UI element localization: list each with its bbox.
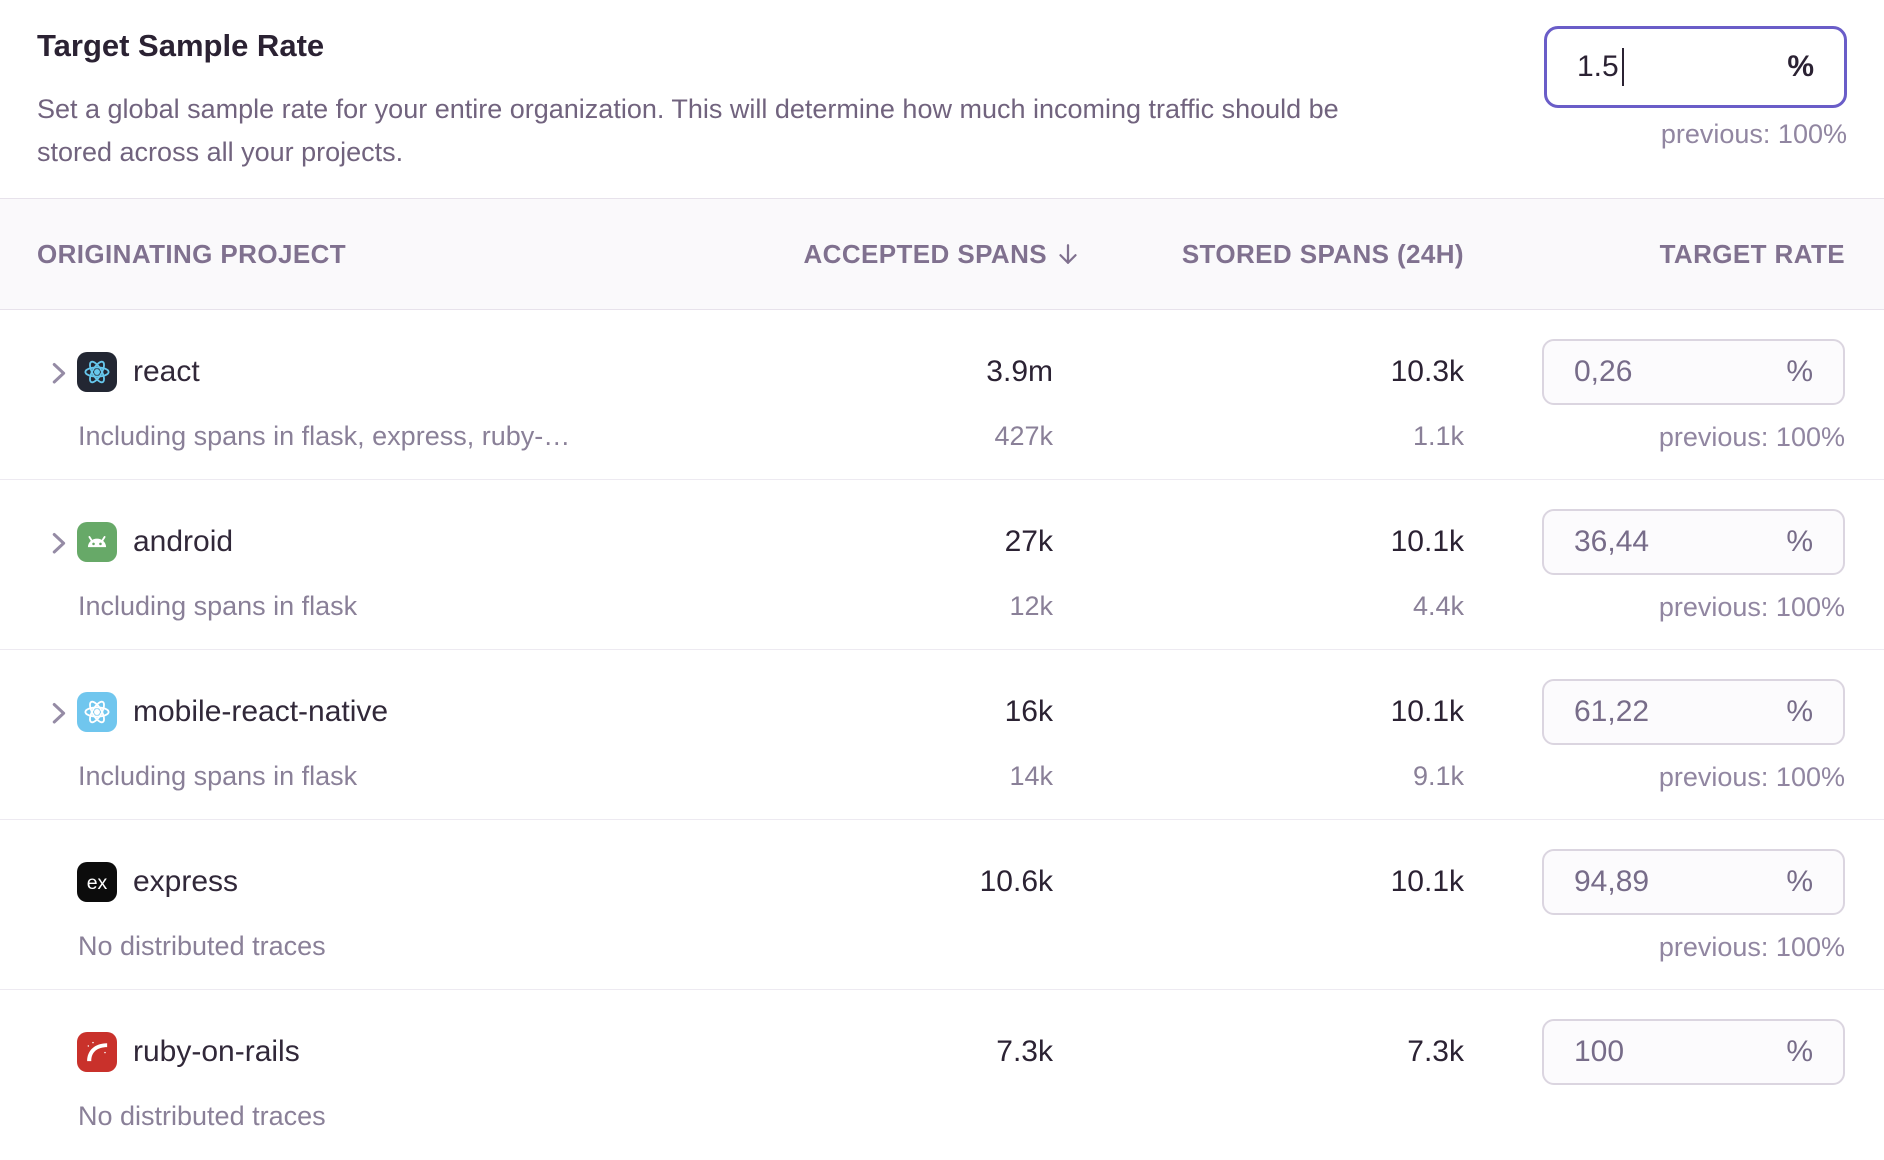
target-rate-input[interactable]: 100 % [1542,1019,1845,1085]
target-sample-rate-section: Target Sample Rate Set a global sample r… [0,0,1884,198]
percent-suffix: % [1786,1035,1813,1068]
table-row: ruby-on-rails No distributed traces 7.3k… [0,990,1884,1160]
target-rate-input[interactable]: 61,22 % [1542,679,1845,745]
project-subtext: Including spans in flask [78,761,358,791]
stored-spans-cell: 10.1k 4.4k [1053,480,1464,649]
target-rate-cell: 36,44 % previous: 100% [1464,480,1845,649]
project-subtext: No distributed traces [78,1101,326,1131]
stored-spans-subvalue: 9.1k [1412,761,1464,791]
target-rate-value: 61,22 [1574,695,1650,728]
stored-spans-cell: 10.1k 9.1k [1053,650,1464,819]
accepted-spans-value: 27k [1004,525,1053,558]
target-rate-input[interactable]: 36,44 % [1542,509,1845,575]
text-cursor [1621,48,1624,86]
column-header-originating-project[interactable]: ORIGINATING PROJECT [37,238,347,269]
expand-chevron-icon[interactable] [43,527,73,557]
target-rate-input[interactable]: 94,89 % [1542,849,1845,915]
percent-suffix: % [1786,695,1813,728]
target-rate-value: 36,44 [1574,525,1650,558]
react-native-icon [77,692,117,732]
table-body: react Including spans in flask, express,… [0,310,1884,1160]
rails-icon [77,1032,117,1072]
target-rate-cell: 0,26 % previous: 100% [1464,310,1845,479]
global-rate-field: 1.5 % previous: 100% [1544,26,1847,151]
percent-suffix: % [1786,865,1813,898]
global-rate-input[interactable]: 1.5 % [1544,26,1847,108]
page-title: Target Sample Rate [37,28,325,63]
accepted-spans-value: 7.3k [996,1035,1053,1068]
accepted-spans-cell: 16k 14k [750,650,1053,819]
project-cell: ruby-on-rails No distributed traces [0,990,750,1160]
accepted-spans-cell: 27k 12k [750,480,1053,649]
project-name: react [133,355,200,388]
table-row: mobile-react-native Including spans in f… [0,650,1884,820]
android-icon [77,522,117,562]
table-row: react Including spans in flask, express,… [0,310,1884,480]
svg-text:ex: ex [87,872,108,894]
accepted-spans-cell: 10.6k [750,820,1053,989]
expand-chevron-icon[interactable] [43,697,73,727]
global-rate-value: 1.5 [1577,50,1619,83]
percent-suffix: % [1786,355,1813,388]
react-icon [77,352,117,392]
target-rate-cell: 100 % [1464,990,1845,1160]
stored-spans-cell: 10.3k 1.1k [1053,310,1464,479]
stored-spans-cell: 10.1k [1053,820,1464,989]
previous-rate-label: previous: 100% [1658,592,1845,622]
previous-rate-label: previous: 100% [1658,932,1845,962]
accepted-spans-value: 3.9m [986,355,1053,388]
project-name: mobile-react-native [133,695,389,728]
project-name: ruby-on-rails [133,1035,300,1068]
stored-spans-cell: 7.3k [1053,990,1464,1160]
percent-suffix: % [1786,525,1813,558]
target-rate-cell: 94,89 % previous: 100% [1464,820,1845,989]
project-subtext: Including spans in flask [78,591,358,621]
stored-spans-value: 10.1k [1390,695,1464,728]
column-header-stored-spans[interactable]: STORED SPANS (24H) [1181,238,1464,269]
project-name: express [133,865,239,898]
stored-spans-subvalue: 4.4k [1412,591,1464,621]
previous-rate-label: previous: 100% [1660,119,1847,149]
target-rate-value: 100 [1574,1035,1625,1068]
sort-descending-arrow-icon [1053,239,1083,269]
stored-spans-value: 10.3k [1390,355,1464,388]
project-cell: react Including spans in flask, express,… [0,310,750,479]
column-header-target-rate: TARGET RATE [1659,238,1845,269]
project-subtext: No distributed traces [78,931,326,961]
accepted-spans-subvalue: 14k [1009,761,1053,791]
previous-rate-label: previous: 100% [1658,762,1845,792]
target-rate-value: 0,26 [1574,355,1633,388]
project-cell: android Including spans in flask [0,480,750,649]
percent-suffix: % [1787,50,1814,83]
stored-spans-value: 7.3k [1407,1035,1464,1068]
project-cell: mobile-react-native Including spans in f… [0,650,750,819]
accepted-spans-value: 10.6k [979,865,1053,898]
target-rate-input[interactable]: 0,26 % [1542,339,1845,405]
accepted-spans-cell: 3.9m 427k [750,310,1053,479]
accepted-spans-value: 16k [1004,695,1053,728]
stored-spans-value: 10.1k [1390,525,1464,558]
table-row: ex express No distributed traces 10.6k 1… [0,820,1884,990]
expand-chevron-icon[interactable] [43,357,73,387]
table-header: ORIGINATING PROJECT ACCEPTED SPANS STORE… [0,198,1884,310]
stored-spans-subvalue: 1.1k [1412,421,1464,451]
project-cell: ex express No distributed traces [0,820,750,989]
express-icon: ex [77,862,117,902]
accepted-spans-subvalue: 12k [1009,591,1053,621]
project-name: android [133,525,234,558]
project-subtext: Including spans in flask, express, ruby-… [78,421,571,451]
target-rate-cell: 61,22 % previous: 100% [1464,650,1845,819]
column-header-accepted-spans[interactable]: ACCEPTED SPANS [750,239,1077,270]
accepted-spans-subvalue: 427k [994,421,1053,451]
target-rate-value: 94,89 [1574,865,1650,898]
accepted-spans-cell: 7.3k [750,990,1053,1160]
page-description: Set a global sample rate for your entire… [37,94,1339,167]
stored-spans-value: 10.1k [1390,865,1464,898]
table-row: android Including spans in flask 27k 12k… [0,480,1884,650]
previous-rate-label: previous: 100% [1658,422,1845,452]
